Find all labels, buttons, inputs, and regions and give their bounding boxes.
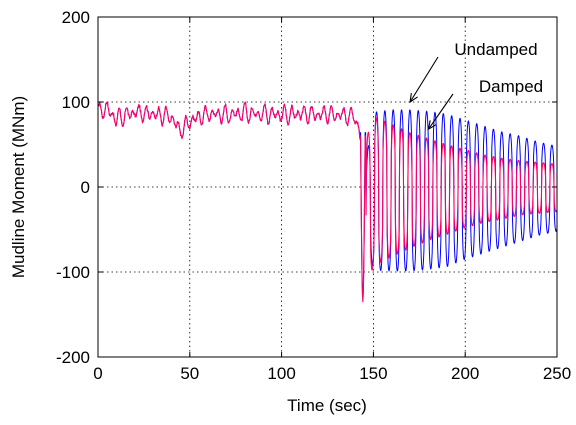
annotation-damped: Damped (479, 77, 543, 96)
x-tick-label: 0 (93, 364, 102, 383)
annotation-arrow (428, 93, 454, 130)
ticks: 0 50 100 150 200 250 -200 -100 0 100 200 (56, 8, 571, 383)
grid (98, 17, 557, 357)
x-tick-label: 250 (543, 364, 571, 383)
y-tick-label: 0 (81, 178, 90, 197)
y-tick-label: 200 (62, 8, 90, 27)
arrow-head (427, 120, 437, 131)
annotation-undamped: Undamped (454, 40, 537, 59)
annotations: Undamped Damped (409, 40, 543, 131)
y-tick-label: 100 (62, 93, 90, 112)
x-tick-label: 150 (359, 364, 387, 383)
series-layer (98, 101, 557, 303)
y-tick-label: -200 (56, 348, 90, 367)
x-tick-label: 100 (267, 364, 295, 383)
series-line-undamped (98, 101, 557, 299)
series-line-damped (98, 101, 557, 303)
x-axis-label: Time (sec) (287, 396, 367, 415)
x-tick-label: 200 (451, 364, 479, 383)
y-tick-label: -100 (56, 263, 90, 282)
x-tick-label: 50 (180, 364, 199, 383)
annotation-arrow (409, 56, 439, 103)
y-axis-label: Mudline Moment (MNm) (9, 96, 28, 278)
arrow-head (409, 93, 418, 104)
